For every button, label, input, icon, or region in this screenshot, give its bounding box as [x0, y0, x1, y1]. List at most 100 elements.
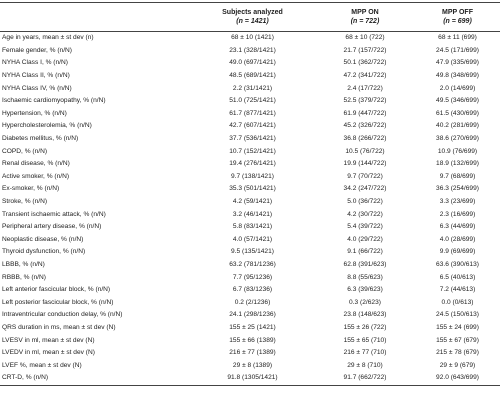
table-row: Thyroid dysfunction, % (n/N) 9.5 (135/142… [0, 246, 500, 259]
row-label: Hypertension, % (n/N) [2, 109, 67, 117]
cell-value: 155 ± 26 (722) [343, 323, 387, 331]
cell-value: 61.5 (430/699) [436, 109, 479, 117]
header-empty [0, 2, 190, 32]
table-row: Hypercholesterolemia, % (n/N) 42.7 (607/1… [0, 120, 500, 133]
row-label: Stroke, % (n/N) [2, 198, 48, 206]
cell-value: 52.5 (379/722) [343, 97, 387, 105]
cell-value: 91.7 (662/722) [315, 372, 415, 386]
cell-value: 3.3 (23/699) [439, 198, 476, 206]
cell-value: 29 ± 8 (1389) [232, 361, 273, 369]
cell-value: 155 ± 65 (710) [343, 336, 387, 344]
table-row: Left anterior fascicular block, % (n/N) 6… [0, 284, 500, 297]
cell-value: 2.3 (16/699) [439, 210, 476, 218]
cell-value: 47.2 (341/722) [343, 72, 387, 80]
cell-value: 34.2 (247/722) [343, 185, 387, 193]
row-label: Ischaemic cardiomyopathy, % (n/N) [2, 97, 106, 105]
row-label: Hypercholesterolemia, % (n/N) [2, 122, 92, 130]
table-row: Neoplastic disease, % (n/N) 4.0 (57/1421)… [0, 234, 500, 247]
table-row: Hypertension, % (n/N) 61.7 (877/1421) 61.9… [0, 108, 500, 121]
table-row: Ischaemic cardiomyopathy, % (n/N) 51.0 (7… [0, 95, 500, 108]
row-label: QRS duration in ms, mean ± st dev (N) [2, 323, 116, 331]
cell-value: 18.9 (132/699) [436, 160, 479, 168]
row-label: Ex-smoker, % (n/N) [2, 185, 60, 193]
row-label: LVEF %, mean ± st dev (N) [2, 361, 82, 369]
column-n: (n = 699) [443, 18, 472, 25]
cell-value: 4.0 (29/722) [347, 235, 383, 243]
table-row: Ex-smoker, % (n/N) 35.3 (501/1421) 34.2 (2… [0, 183, 500, 196]
table-row: Diabetes mellitus, % (n/N) 37.7 (536/1421… [0, 133, 500, 146]
table-row: LVESV in ml, mean ± st dev (N) 155 ± 66 (… [0, 334, 500, 347]
row-label: Left posterior fascicular block, % (n/N) [2, 298, 114, 306]
table-row: Stroke, % (n/N) 4.2 (59/1421) 5.0 (36/722)… [0, 196, 500, 209]
cell-value: 63.6 (390/613) [436, 260, 479, 268]
cell-value: 216 ± 77 (710) [343, 349, 387, 357]
cell-value: 68 ± 10 (722) [345, 34, 385, 42]
cell-value: 7.2 (44/613) [439, 286, 476, 294]
cell-value: 0.3 (2/623) [349, 298, 381, 306]
cell-value: 6.5 (40/613) [439, 273, 476, 281]
cell-value: 9.7 (138/1421) [231, 172, 274, 180]
cell-value: 23.1 (328/1421) [229, 46, 276, 54]
column-n: (n = 1421) [236, 18, 269, 25]
row-label: Intraventricular conduction delay, % (n/… [2, 311, 123, 319]
cell-value: 155 ± 24 (699) [436, 323, 479, 331]
cell-value: 63.2 (781/1236) [229, 260, 276, 268]
column-title: Subjects analyzed [222, 9, 283, 16]
table-row: Renal disease, % (n/N) 19.4 (276/1421) 19.… [0, 158, 500, 171]
column-header: Subjects analyzed (n = 1421) [190, 2, 315, 32]
cell-value: 7.7 (95/1236) [232, 273, 273, 281]
table-row: Intraventricular conduction delay, % (n/… [0, 309, 500, 322]
table-row: Age in years, mean ± st dev (n) 68 ± 10 (… [0, 32, 500, 45]
row-label: Female gender, % (n/N) [2, 46, 72, 54]
cell-value: 10.5 (76/722) [345, 147, 385, 155]
cell-value: 155 ± 25 (1421) [229, 323, 276, 331]
cell-value: 8.8 (55/623) [347, 273, 383, 281]
cell-value: 68 ± 10 (1421) [231, 34, 274, 42]
row-label: LBBB, % (n/N) [2, 260, 45, 268]
cell-value: 48.5 (689/1421) [229, 72, 276, 80]
column-n: (n = 722) [350, 18, 380, 25]
table-row: RBBB, % (n/N) 7.7 (95/1236) 8.8 (55/623) 6.… [0, 271, 500, 284]
table-row: NYHA Class I, % (n/N) 49.0 (697/1421) 50.1… [0, 57, 500, 70]
row-label: COPD, % (n/N) [2, 147, 48, 155]
cell-value: 155 ± 67 (679) [436, 336, 479, 344]
row-label: Diabetes mellitus, % (n/N) [2, 135, 79, 143]
table-body: Age in years, mean ± st dev (n) 68 ± 10 (… [0, 32, 500, 386]
table-row: QRS duration in ms, mean ± st dev (N) 155… [0, 322, 500, 335]
cell-value: 0.0 (0/613) [441, 298, 474, 306]
cell-value: 49.5 (346/699) [436, 97, 479, 105]
table-row: CRT-D, % (n/N) 91.8 (1305/1421) 91.7 (662/… [0, 372, 500, 386]
cell-value: 19.9 (144/722) [343, 160, 387, 168]
table-row: Left posterior fascicular block, % (n/N)… [0, 296, 500, 309]
cell-value: 45.2 (326/722) [343, 122, 387, 130]
cell-value: 6.3 (39/623) [347, 286, 383, 294]
cell-value: 91.8 (1305/1421) [190, 372, 315, 386]
row-label: Left anterior fascicular block, % (n/N) [2, 286, 111, 294]
cell-value: 36.3 (254/699) [436, 185, 479, 193]
cell-value: 6.7 (83/1236) [232, 286, 273, 294]
cell-value: 37.7 (536/1421) [229, 135, 276, 143]
cell-value: 38.6 (270/699) [436, 135, 479, 143]
cell-value: 9.7 (68/699) [439, 172, 476, 180]
cell-value: 24.5 (171/699) [436, 46, 479, 54]
baseline-table: Subjects analyzed (n = 1421) MPP ON (n = 72… [0, 2, 500, 386]
cell-value: 2.4 (17/722) [347, 84, 383, 92]
cell-value: 49.0 (697/1421) [229, 59, 276, 67]
table-row: LVEF %, mean ± st dev (N) 29 ± 8 (1389) 29… [0, 359, 500, 372]
cell-value: 215 ± 78 (679) [436, 349, 479, 357]
row-label: Transient ischaemic attack, % (n/N) [2, 210, 106, 218]
cell-value: 50.1 (362/722) [343, 59, 387, 67]
cell-value: 9.1 (66/722) [347, 248, 383, 256]
column-header: MPP OFF (n = 699) [415, 2, 500, 32]
table-row: Transient ischaemic attack, % (n/N) 3.2 (… [0, 208, 500, 221]
cell-value: 0.2 (2/1236) [234, 298, 271, 306]
row-label: NYHA Class I, % (n/N) [2, 59, 68, 67]
row-label: LVESV in ml, mean ± st dev (N) [2, 336, 95, 344]
cell-value: 4.0 (28/699) [439, 235, 476, 243]
row-label: NYHA Class II, % (n/N) [2, 72, 70, 80]
cell-value: 9.5 (135/1421) [231, 248, 274, 256]
cell-value: 10.9 (76/699) [437, 147, 478, 155]
header-row: Subjects analyzed (n = 1421) MPP ON (n = 72… [0, 2, 500, 32]
cell-value: 24.5 (150/613) [436, 311, 479, 319]
